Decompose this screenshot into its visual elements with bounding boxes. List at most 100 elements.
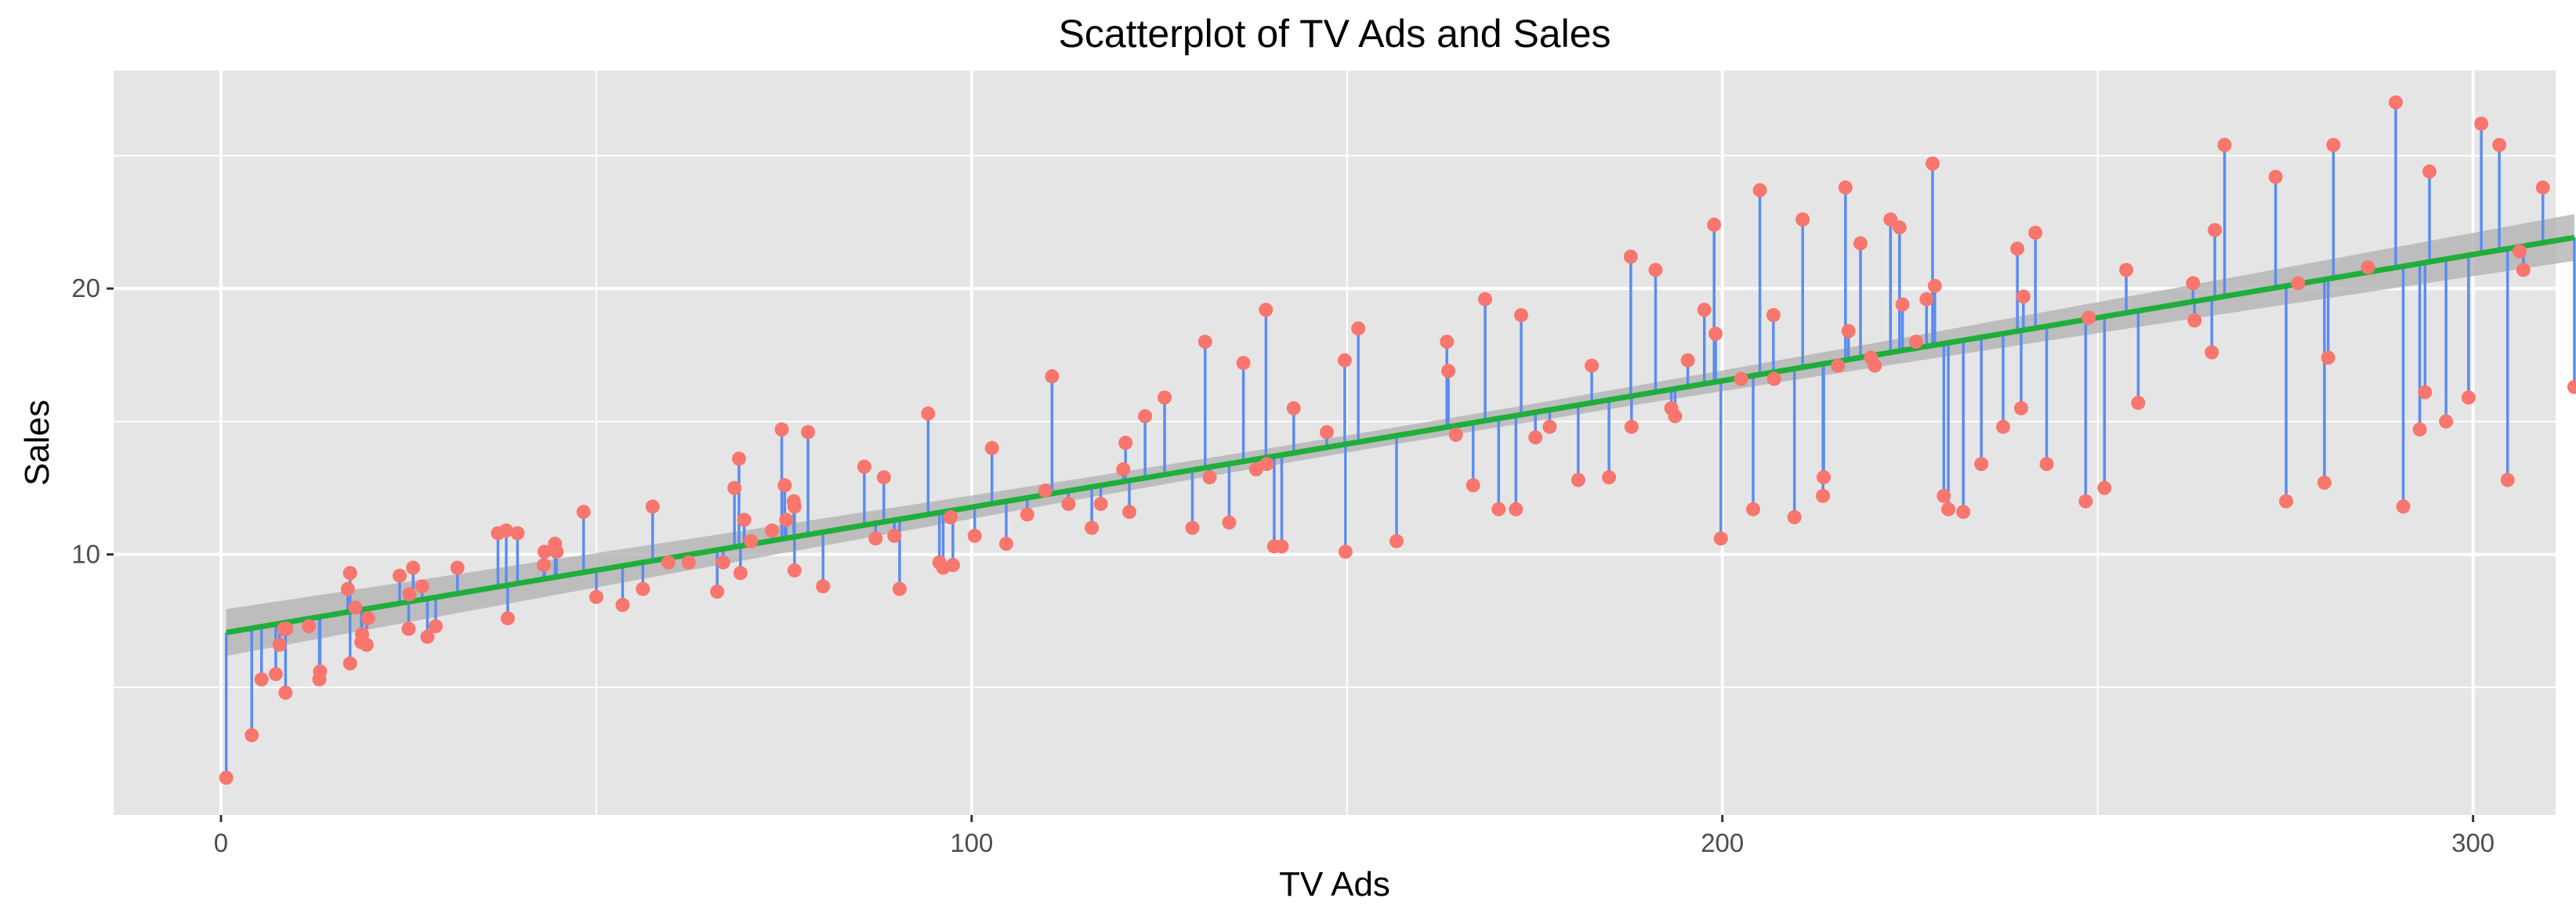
data-point xyxy=(1668,409,1683,424)
data-point xyxy=(2516,263,2531,277)
data-point xyxy=(1602,470,1617,485)
data-point xyxy=(1259,302,1274,317)
data-point xyxy=(219,770,234,785)
data-point xyxy=(1202,470,1217,485)
data-point xyxy=(1389,534,1404,549)
data-point xyxy=(1448,427,1463,442)
x-tick-label: 200 xyxy=(1701,828,1744,857)
data-point xyxy=(1853,236,1868,251)
data-point xyxy=(2097,480,2112,495)
data-point xyxy=(1286,400,1301,415)
data-point xyxy=(1956,505,1971,520)
data-point xyxy=(498,523,513,538)
data-point xyxy=(2205,345,2219,360)
data-point xyxy=(450,560,465,575)
data-point xyxy=(278,685,293,700)
data-point xyxy=(340,581,355,596)
grid-major xyxy=(114,71,2556,815)
data-point xyxy=(2535,180,2550,195)
data-point xyxy=(661,555,676,570)
data-point xyxy=(1795,212,1810,226)
data-point xyxy=(876,470,891,485)
data-point xyxy=(1995,419,2010,434)
data-point xyxy=(2268,169,2283,184)
data-point xyxy=(2010,241,2025,256)
data-point xyxy=(731,451,746,466)
data-point xyxy=(1895,297,1910,312)
data-point xyxy=(2321,350,2335,365)
data-point xyxy=(716,555,730,570)
data-point xyxy=(1927,278,1942,293)
data-point xyxy=(1478,292,1493,306)
data-point xyxy=(1919,292,1934,306)
data-point xyxy=(710,585,725,599)
data-point xyxy=(1093,497,1108,512)
data-point xyxy=(1185,520,1200,535)
data-point xyxy=(1248,462,1263,476)
data-point xyxy=(1787,510,1802,524)
data-point xyxy=(401,621,416,636)
data-point xyxy=(615,597,630,612)
data-point xyxy=(1466,478,1480,493)
data-point xyxy=(1158,390,1172,405)
data-point xyxy=(1937,488,1951,503)
data-point xyxy=(1528,430,1543,445)
data-point xyxy=(1648,263,1663,277)
data-point xyxy=(1697,302,1712,317)
data-point xyxy=(2078,494,2093,509)
data-point xyxy=(1045,369,1060,384)
data-point xyxy=(921,406,936,421)
data-point xyxy=(1680,353,1695,368)
data-point xyxy=(967,528,982,543)
data-point xyxy=(2013,400,2028,415)
x-tick-label: 0 xyxy=(214,828,228,857)
data-point xyxy=(1116,462,1131,476)
data-point xyxy=(2492,138,2507,152)
data-point xyxy=(2388,95,2403,110)
y-axis: 10 20 xyxy=(71,273,114,569)
data-point xyxy=(1274,539,1289,554)
data-point xyxy=(348,600,363,615)
data-point xyxy=(787,563,802,578)
data-point xyxy=(1440,335,1455,350)
data-point xyxy=(2412,422,2427,437)
data-point xyxy=(727,480,742,495)
data-point xyxy=(549,545,564,560)
chart-title: Scatterplot of TV Ads and Sales xyxy=(1058,12,1610,56)
y-tick-label: 10 xyxy=(71,540,100,569)
data-point xyxy=(816,579,831,594)
data-point xyxy=(420,629,435,644)
data-point xyxy=(1838,180,1853,195)
data-point xyxy=(360,610,375,625)
data-point xyxy=(2028,225,2043,240)
y-tick-label: 20 xyxy=(71,273,100,302)
data-point xyxy=(737,513,752,527)
data-point xyxy=(510,526,525,541)
data-point xyxy=(2474,116,2489,131)
data-point xyxy=(392,568,407,583)
data-point xyxy=(2461,390,2476,405)
data-point xyxy=(2208,223,2223,237)
data-point xyxy=(733,566,748,581)
data-point xyxy=(787,499,802,514)
data-point xyxy=(2317,475,2331,490)
data-point xyxy=(2279,494,2294,509)
data-point xyxy=(1841,324,1856,339)
data-point xyxy=(428,619,443,634)
data-point xyxy=(1831,358,1846,373)
data-point xyxy=(1197,335,1212,350)
data-point xyxy=(2326,138,2341,152)
data-point xyxy=(2016,289,2031,304)
data-point xyxy=(2291,276,2306,291)
data-point xyxy=(2039,457,2054,472)
data-point xyxy=(801,425,816,440)
data-point xyxy=(1734,371,1748,386)
data-point xyxy=(2500,473,2515,487)
data-point xyxy=(2439,414,2454,429)
x-tick-label: 300 xyxy=(2451,828,2494,857)
data-point xyxy=(415,579,429,594)
data-point xyxy=(984,440,999,455)
data-point xyxy=(1514,308,1529,323)
data-point xyxy=(1868,358,1882,373)
